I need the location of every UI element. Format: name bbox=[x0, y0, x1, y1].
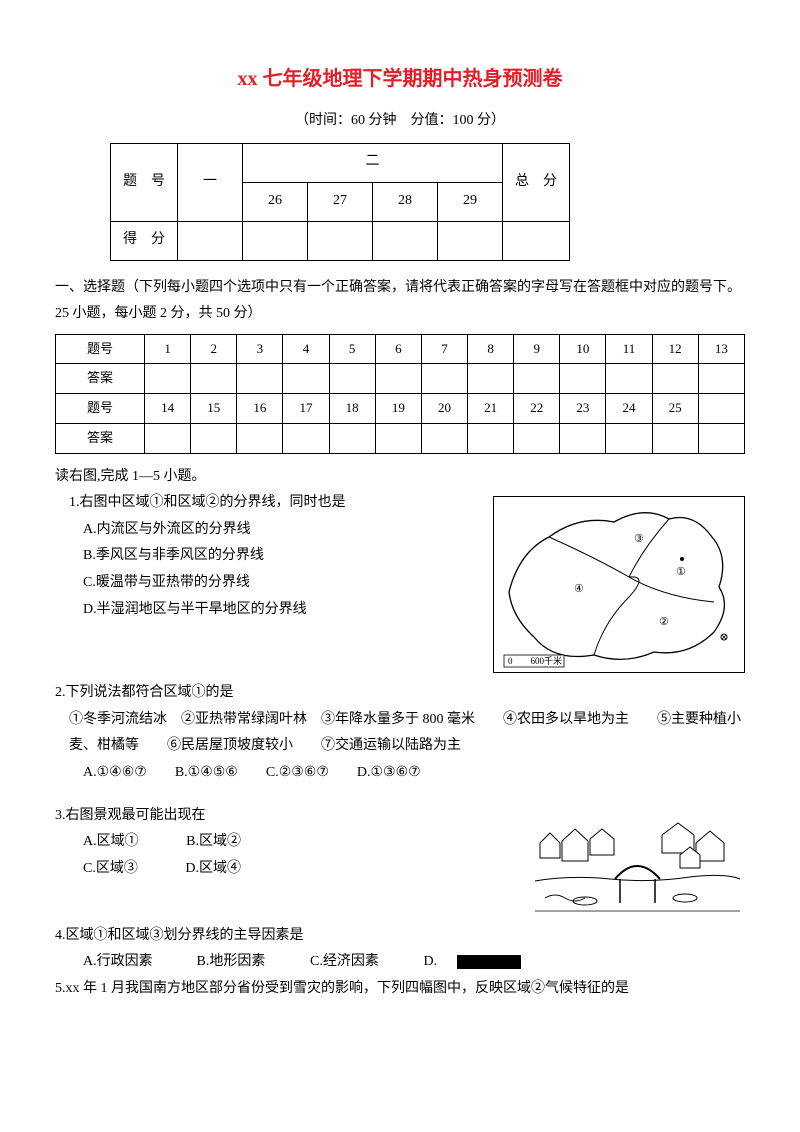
q4-stem: 4.区域①和区域③划分界线的主导因素是 bbox=[55, 923, 745, 950]
score-sub-27: 27 bbox=[308, 182, 373, 221]
q1-block: ③ ① ④ ② 0 600千米 1.右图中区域①和区域②的分界线，同时也是 A.… bbox=[55, 490, 745, 680]
svg-text:④: ④ bbox=[574, 583, 584, 595]
score-blank bbox=[373, 221, 438, 260]
score-sub-28: 28 bbox=[373, 182, 438, 221]
answer-row-blank-1: 答案 bbox=[56, 364, 745, 394]
ans-col: 16 bbox=[237, 394, 283, 424]
section-1-desc: 一、选择题（下列每小题四个选项中只有一个正确答案，请将代表正确答案的字母写在答题… bbox=[55, 275, 745, 328]
q3-opt-c: C.区域③ bbox=[83, 856, 138, 883]
q2-options: A.①④⑥⑦ B.①④⑤⑥ C.②③⑥⑦ D.①③⑥⑦ bbox=[55, 760, 745, 787]
china-map-figure: ③ ① ④ ② 0 600千米 bbox=[493, 496, 745, 673]
q5-stem: 5.xx 年 1 月我国南方地区部分省份受到雪灾的影响，下列四幅图中，反映区域②… bbox=[55, 976, 745, 1003]
score-blank bbox=[308, 221, 373, 260]
ans-col: 2 bbox=[191, 334, 237, 364]
q3-opt-b: B.区域② bbox=[186, 829, 241, 856]
q3-block: 3.右图景观最可能出现在 A.区域① B.区域② C.区域③ D.区域④ bbox=[55, 803, 745, 923]
score-blank bbox=[503, 221, 570, 260]
ans-col: 21 bbox=[468, 394, 514, 424]
score-blank bbox=[438, 221, 503, 260]
svg-text:0 600千米: 0 600千米 bbox=[508, 655, 562, 666]
q2-stem: 2.下列说法都符合区域①的是 bbox=[55, 680, 745, 707]
ans-col: 3 bbox=[237, 334, 283, 364]
watertown-figure bbox=[530, 803, 745, 923]
answer-row-label-1: 题号 1 2 3 4 5 6 7 8 9 10 11 12 13 bbox=[56, 334, 745, 364]
ans-col: 25 bbox=[652, 394, 698, 424]
ans-col: 23 bbox=[560, 394, 606, 424]
watertown-icon bbox=[530, 803, 745, 923]
ans-label: 题号 bbox=[56, 334, 145, 364]
ans-col: 14 bbox=[145, 394, 191, 424]
ans-col: 20 bbox=[421, 394, 467, 424]
score-blank bbox=[243, 221, 308, 260]
answer-table: 题号 1 2 3 4 5 6 7 8 9 10 11 12 13 答案 题号 1… bbox=[55, 334, 745, 454]
ans-col: 19 bbox=[375, 394, 421, 424]
redacted-option-icon bbox=[457, 955, 521, 969]
q3-opt-d: D.区域④ bbox=[185, 856, 241, 883]
svg-text:②: ② bbox=[659, 616, 669, 628]
ans-col: 15 bbox=[191, 394, 237, 424]
answer-row-blank-2: 答案 bbox=[56, 423, 745, 453]
score-col-total: 总 分 bbox=[503, 143, 570, 221]
q4-options: A.行政因素 B.地形因素 C.经济因素 D. bbox=[55, 949, 745, 976]
score-header-tihao: 题 号 bbox=[111, 143, 178, 221]
score-sub-26: 26 bbox=[243, 182, 308, 221]
ans-col: 8 bbox=[468, 334, 514, 364]
ans-col: 1 bbox=[145, 334, 191, 364]
ans-col bbox=[698, 394, 744, 424]
china-map-icon: ③ ① ④ ② 0 600千米 bbox=[494, 497, 744, 672]
ans-label: 答案 bbox=[56, 364, 145, 394]
ans-col: 18 bbox=[329, 394, 375, 424]
q4-opt-c: C.经济因素 bbox=[310, 949, 420, 976]
ans-col: 6 bbox=[375, 334, 421, 364]
ans-col: 10 bbox=[560, 334, 606, 364]
ans-col: 22 bbox=[514, 394, 560, 424]
q3-opt-a: A.区域① bbox=[83, 829, 139, 856]
score-col-2: 二 bbox=[243, 143, 503, 182]
ans-label: 题号 bbox=[56, 394, 145, 424]
score-blank bbox=[178, 221, 243, 260]
ans-col: 13 bbox=[698, 334, 744, 364]
intro-1-5: 读右图,完成 1—5 小题。 bbox=[55, 464, 745, 491]
score-col-1: 一 bbox=[178, 143, 243, 221]
page-title: xx 七年级地理下学期期中热身预测卷 bbox=[55, 60, 745, 98]
ans-col: 9 bbox=[514, 334, 560, 364]
ans-col: 12 bbox=[652, 334, 698, 364]
q4-opt-d: D. bbox=[424, 949, 454, 976]
answer-row-label-2: 题号 14 15 16 17 18 19 20 21 22 23 24 25 bbox=[56, 394, 745, 424]
score-table: 题 号 一 二 总 分 26 27 28 29 得 分 bbox=[110, 143, 570, 261]
ans-col: 11 bbox=[606, 334, 652, 364]
ans-col: 4 bbox=[283, 334, 329, 364]
ans-label: 答案 bbox=[56, 423, 145, 453]
score-header-defen: 得 分 bbox=[111, 221, 178, 260]
svg-text:③: ③ bbox=[634, 533, 644, 545]
exam-info: （时间：60 分钟 分值：100 分） bbox=[55, 108, 745, 135]
q4-opt-a: A.行政因素 bbox=[83, 949, 193, 976]
q2-statements: ①冬季河流结冰 ②亚热带常绿阔叶林 ③年降水量多于 800 毫米 ④农田多以旱地… bbox=[55, 707, 745, 760]
q4-opt-b: B.地形因素 bbox=[197, 949, 307, 976]
svg-text:①: ① bbox=[676, 566, 686, 578]
ans-col: 7 bbox=[421, 334, 467, 364]
ans-col: 17 bbox=[283, 394, 329, 424]
ans-col: 24 bbox=[606, 394, 652, 424]
score-sub-29: 29 bbox=[438, 182, 503, 221]
ans-col: 5 bbox=[329, 334, 375, 364]
